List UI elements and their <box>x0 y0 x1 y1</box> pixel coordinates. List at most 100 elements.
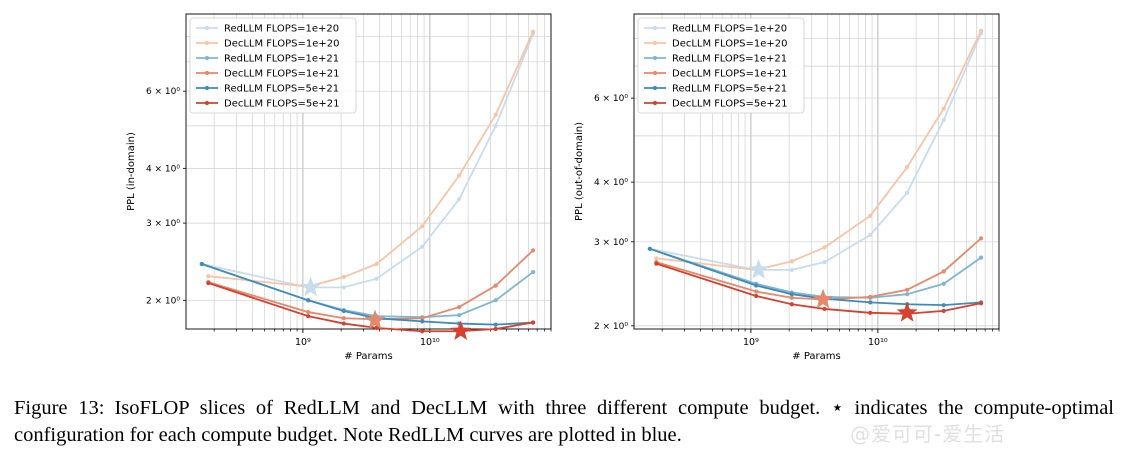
data-point <box>654 256 659 261</box>
data-point <box>868 232 873 238</box>
data-point <box>868 300 873 305</box>
data-point <box>206 280 211 286</box>
y-tick-label: 6 × 10⁰ <box>146 87 180 97</box>
optimal-star-marker <box>812 288 834 309</box>
data-point <box>789 292 794 297</box>
optimal-star-marker <box>896 301 918 322</box>
legend-swatch-marker <box>652 85 658 91</box>
data-point <box>905 287 910 292</box>
data-point <box>978 255 984 260</box>
legend-entry: RedLLM FLOPS=5e+21 <box>224 84 339 95</box>
legend-swatch-marker <box>204 70 210 76</box>
legend-entry: RedLLM FLOPS=1e+20 <box>672 24 787 35</box>
legend-entry: DecLLM FLOPS=1e+20 <box>224 39 340 50</box>
data-point <box>374 276 379 281</box>
data-point <box>978 236 984 241</box>
data-point <box>341 274 346 280</box>
data-point <box>941 303 946 308</box>
x-tick-label: 10⁹ <box>743 337 759 348</box>
data-point <box>868 294 873 299</box>
legend-entry: RedLLM FLOPS=5e+21 <box>672 84 787 95</box>
legend-swatch-marker <box>204 25 210 31</box>
optimal-star-marker <box>300 276 321 297</box>
series-line <box>656 237 982 301</box>
watermark: @爱可可-爱生活 <box>850 422 1006 446</box>
y-tick-label: 4 × 10⁰ <box>594 178 628 188</box>
series-6 <box>654 261 984 316</box>
legend-swatch-marker <box>652 40 658 46</box>
data-point <box>789 295 794 300</box>
y-tick-label: 2 × 10⁰ <box>146 296 180 306</box>
series-line <box>208 249 534 321</box>
x-tick-label: 10⁹ <box>295 337 311 348</box>
data-point <box>754 283 759 288</box>
y-tick-label: 3 × 10⁰ <box>146 219 180 229</box>
series-4 <box>654 236 984 302</box>
data-point <box>530 320 536 325</box>
data-point <box>941 106 946 111</box>
data-point <box>374 261 379 267</box>
figure-caption: Figure 13: IsoFLOP slices of RedLLM and D… <box>14 395 1114 449</box>
data-point <box>341 316 346 321</box>
legend-entry: RedLLM FLOPS=1e+21 <box>224 54 339 65</box>
legend-swatch-marker <box>652 55 658 61</box>
series-3 <box>199 261 536 320</box>
series-line <box>656 262 982 315</box>
data-point <box>789 259 794 264</box>
data-point <box>978 28 984 33</box>
optimal-star-marker <box>364 309 386 330</box>
legend: RedLLM FLOPS=1e+20 DecLLM FLOPS=1e+20 RedL… <box>637 17 805 114</box>
data-point <box>754 293 759 299</box>
data-point <box>654 261 659 266</box>
data-point <box>457 173 462 178</box>
data-point <box>789 302 794 307</box>
data-point <box>341 308 346 314</box>
data-point <box>306 298 311 303</box>
legend-entry: DecLLM FLOPS=1e+21 <box>672 69 788 80</box>
legend-swatch-marker <box>204 100 210 106</box>
y-tick-label: 6 × 10⁰ <box>594 94 628 104</box>
data-point <box>374 325 379 330</box>
data-point <box>822 245 827 250</box>
legend-swatch-marker <box>652 100 658 106</box>
data-point <box>941 117 946 123</box>
data-point <box>420 329 425 334</box>
data-point <box>905 292 910 297</box>
legend-entry: DecLLM FLOPS=1e+21 <box>224 69 340 80</box>
data-point <box>306 309 311 315</box>
data-point <box>457 197 462 202</box>
series-3 <box>647 246 984 300</box>
optimal-star-marker <box>450 320 472 341</box>
data-point <box>530 29 536 34</box>
x-axis-label: # Params <box>344 351 392 362</box>
legend-swatch-marker <box>204 40 210 46</box>
data-point <box>905 165 910 170</box>
figure-label: Figure 13: <box>14 397 105 419</box>
data-point <box>493 123 498 128</box>
legend-box <box>637 17 805 114</box>
data-point <box>647 246 652 251</box>
data-point <box>822 306 827 312</box>
data-point <box>978 301 984 306</box>
data-point <box>754 289 759 294</box>
data-point <box>493 112 498 117</box>
data-point <box>341 285 346 290</box>
data-point <box>493 322 498 327</box>
series-4 <box>206 248 536 322</box>
data-point <box>493 283 498 288</box>
data-point <box>530 269 536 275</box>
legend-swatch-marker <box>204 55 210 61</box>
series-line <box>649 247 982 299</box>
plot-frame <box>633 13 1000 330</box>
data-point <box>530 248 536 253</box>
x-tick-label: 10¹⁰ <box>420 337 440 348</box>
y-tick-label: 3 × 10⁰ <box>594 238 628 248</box>
data-point <box>493 298 498 303</box>
data-point <box>420 224 425 229</box>
series-line <box>649 247 982 307</box>
optimal-star-marker <box>748 259 769 279</box>
data-point <box>493 326 498 332</box>
figure-caption-text: IsoFLOP slices of RedLLM and DecLLM with… <box>14 397 1114 446</box>
plot-frame <box>185 13 552 330</box>
